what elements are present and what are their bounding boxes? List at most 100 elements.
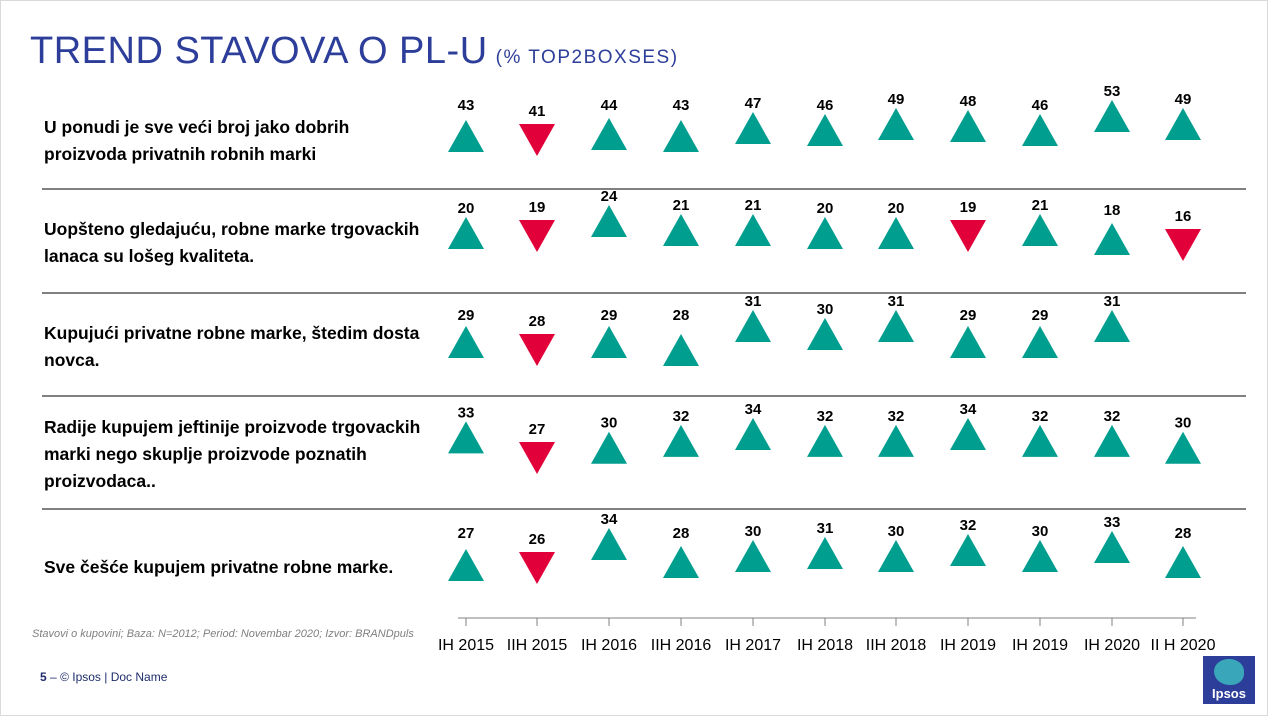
up-triangle-icon [950,110,986,142]
x-tick-label: IIH 2018 [866,637,927,654]
up-triangle-icon [878,310,914,342]
value-label: 30 [1175,415,1192,432]
down-triangle-icon [519,220,555,252]
up-triangle-icon [1094,223,1130,255]
up-triangle-icon [735,418,771,450]
value-label: 29 [601,307,618,324]
up-triangle-icon [1094,310,1130,342]
value-label: 32 [1032,408,1049,425]
x-tick-label: IH 2019 [1012,637,1068,654]
value-label: 26 [529,531,546,548]
value-label: 32 [817,408,834,425]
footer-separator: – [50,670,57,684]
up-triangle-icon [1094,100,1130,132]
up-triangle-icon [1094,424,1130,457]
value-label: 20 [817,200,834,217]
value-label: 43 [458,97,475,114]
up-triangle-icon [1165,108,1201,140]
up-triangle-icon [1022,424,1058,457]
logo-text: Ipsos [1212,686,1246,701]
row-label-5: Sve češće kupujem privatne robne marke. [44,557,394,577]
value-label: 31 [888,293,905,310]
value-label: 46 [817,97,834,114]
value-label: 49 [1175,91,1192,108]
up-triangle-icon [1165,431,1201,464]
up-triangle-icon [448,549,484,581]
up-triangle-icon [735,540,771,572]
value-label: 48 [960,93,977,110]
value-label: 49 [888,91,905,108]
page-title: TREND STAVOVA O PL-U (% TOP2BOXSES) [30,30,679,73]
logo-mark-icon [1214,659,1244,685]
up-triangle-icon [807,537,843,569]
value-label: 33 [458,404,475,421]
down-triangle-icon [950,220,986,252]
value-label: 31 [1104,293,1121,310]
footer-text: © Ipsos | Doc Name [60,670,168,684]
footnote: Stavovi o kupovini; Baza: N=2012; Period… [32,628,414,640]
value-label: 29 [458,307,475,324]
x-tick-label: IH 2019 [940,637,996,654]
up-triangle-icon [1094,531,1130,563]
value-label: 20 [458,200,475,217]
value-label: 44 [601,97,618,114]
up-triangle-icon [448,421,484,454]
page-number: 5 [40,670,47,684]
x-tick-label: IIH 2016 [651,637,712,654]
value-label: 18 [1104,202,1121,219]
up-triangle-icon [735,310,771,342]
down-triangle-icon [519,124,555,156]
up-triangle-icon [1022,326,1058,358]
value-label: 32 [1104,408,1121,425]
value-label: 30 [817,301,834,318]
value-label: 28 [1175,525,1192,542]
value-label: 19 [960,199,977,216]
footer: 5 – © Ipsos | Doc Name [40,670,167,684]
value-label: 28 [673,525,690,542]
value-label: 31 [745,293,762,310]
up-triangle-icon [807,114,843,146]
value-label: 41 [529,103,546,120]
x-tick-label: IH 2015 [438,637,494,654]
value-label: 30 [745,523,762,540]
x-tick-label: IH 2020 [1084,637,1140,654]
value-label: 21 [745,197,762,214]
x-tick-label: IIH 2015 [507,637,568,654]
value-label: 46 [1032,97,1049,114]
x-tick-label: IH 2018 [797,637,853,654]
up-triangle-icon [878,540,914,572]
value-label: 53 [1104,83,1121,100]
up-triangle-icon [950,418,986,450]
up-triangle-icon [448,326,484,358]
value-label: 29 [1032,307,1049,324]
value-label: 43 [673,97,690,114]
value-label: 27 [458,525,475,542]
row-label-2: Uopšteno gledajuću, robne marke trgovack… [44,219,420,266]
down-triangle-icon [519,334,555,366]
up-triangle-icon [663,334,699,366]
row-label-4: Radije kupujem jeftinije proizvode trgov… [44,417,421,491]
value-label: 19 [529,199,546,216]
up-triangle-icon [591,118,627,150]
down-triangle-icon [1165,229,1201,261]
up-triangle-icon [950,534,986,566]
down-triangle-icon [519,552,555,584]
row-label-1: U ponudi je sve veći broj jako dobrih pr… [44,117,350,164]
value-label: 30 [1032,523,1049,540]
title-subtitle: (% TOP2BOXSES) [495,47,679,68]
up-triangle-icon [591,205,627,237]
title-main: TREND STAVOVA O PL-U [30,30,488,72]
up-triangle-icon [735,214,771,246]
value-label: 33 [1104,514,1121,531]
up-triangle-icon [878,108,914,140]
value-label: 16 [1175,208,1192,225]
value-label: 34 [960,401,977,418]
up-triangle-icon [735,112,771,144]
value-label: 32 [960,517,977,534]
value-label: 31 [817,520,834,537]
value-label: 28 [529,313,546,330]
value-label: 28 [673,307,690,324]
up-triangle-icon [878,217,914,249]
value-label: 20 [888,200,905,217]
